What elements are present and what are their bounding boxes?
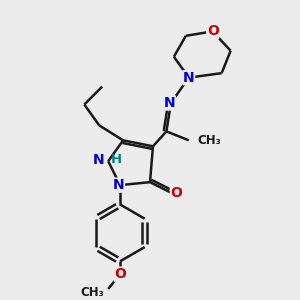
Text: N: N [93,153,104,167]
Text: O: O [114,267,126,281]
Text: CH₃: CH₃ [198,134,221,147]
Text: N: N [113,178,124,192]
Text: N: N [183,70,195,85]
Text: CH₃: CH₃ [80,286,104,298]
Text: N: N [164,96,175,110]
Text: O: O [207,24,219,38]
Text: H: H [111,153,122,166]
Text: O: O [170,186,182,200]
